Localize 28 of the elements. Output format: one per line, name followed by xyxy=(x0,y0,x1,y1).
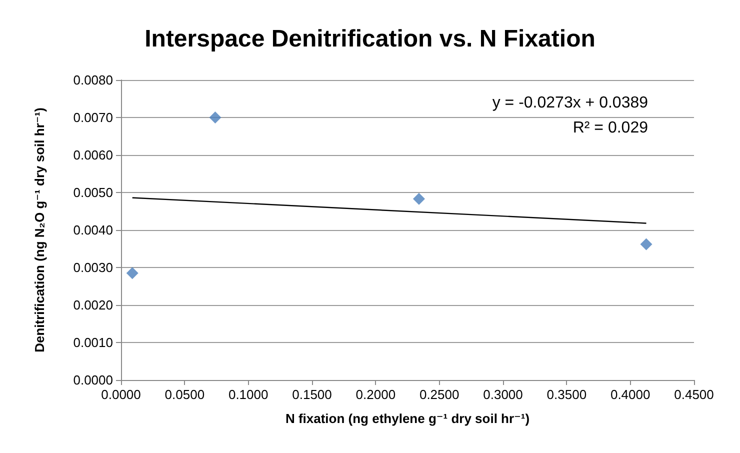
x-tick-label: 0.2500 xyxy=(419,387,460,402)
y-tick-label: 0.0020 xyxy=(73,298,113,312)
y-tick-label: 0.0000 xyxy=(73,372,113,388)
x-tick-label: 0.3000 xyxy=(483,387,523,402)
annotation: R² = 0.029 xyxy=(572,120,648,136)
y-tick-label: 0.0050 xyxy=(73,185,113,200)
point xyxy=(412,192,425,205)
y-tick-label: 0.0080 xyxy=(73,72,113,88)
point xyxy=(640,238,652,250)
x-tick-label: 0.4500 xyxy=(674,387,714,402)
chart-title: Interspace Denitrification vs. N Fixation xyxy=(144,26,596,52)
x-tick-label: 0.1000 xyxy=(228,387,268,402)
x-tick-label: 0.2000 xyxy=(356,387,396,402)
y-tick-label: 0.0040 xyxy=(73,222,113,238)
x-axis-title: N fixation (ng ethylene g⁻¹ dry soil hr⁻¹) xyxy=(285,411,530,426)
point xyxy=(126,267,138,280)
x-tick-label: 0.1500 xyxy=(292,387,332,402)
x-tick-label: 0.4000 xyxy=(610,387,650,402)
x-tick-label: 0.0000 xyxy=(101,387,141,402)
y-tick-label: 0.0030 xyxy=(73,260,113,275)
y-tick-label: 0.0060 xyxy=(73,148,113,162)
annotation: y = -0.0273x + 0.0389 xyxy=(492,94,648,112)
y-axis-title: Denitrification (ng N₂O g⁻¹ dry soil hr⁻¹) xyxy=(32,108,47,352)
point xyxy=(209,112,222,124)
x-tick-label: 0.0500 xyxy=(164,387,205,402)
y-tick-label: 0.0070 xyxy=(73,110,113,125)
y-tick-label: 0.0010 xyxy=(73,335,113,350)
x-tick-label: 0.3500 xyxy=(546,387,587,402)
